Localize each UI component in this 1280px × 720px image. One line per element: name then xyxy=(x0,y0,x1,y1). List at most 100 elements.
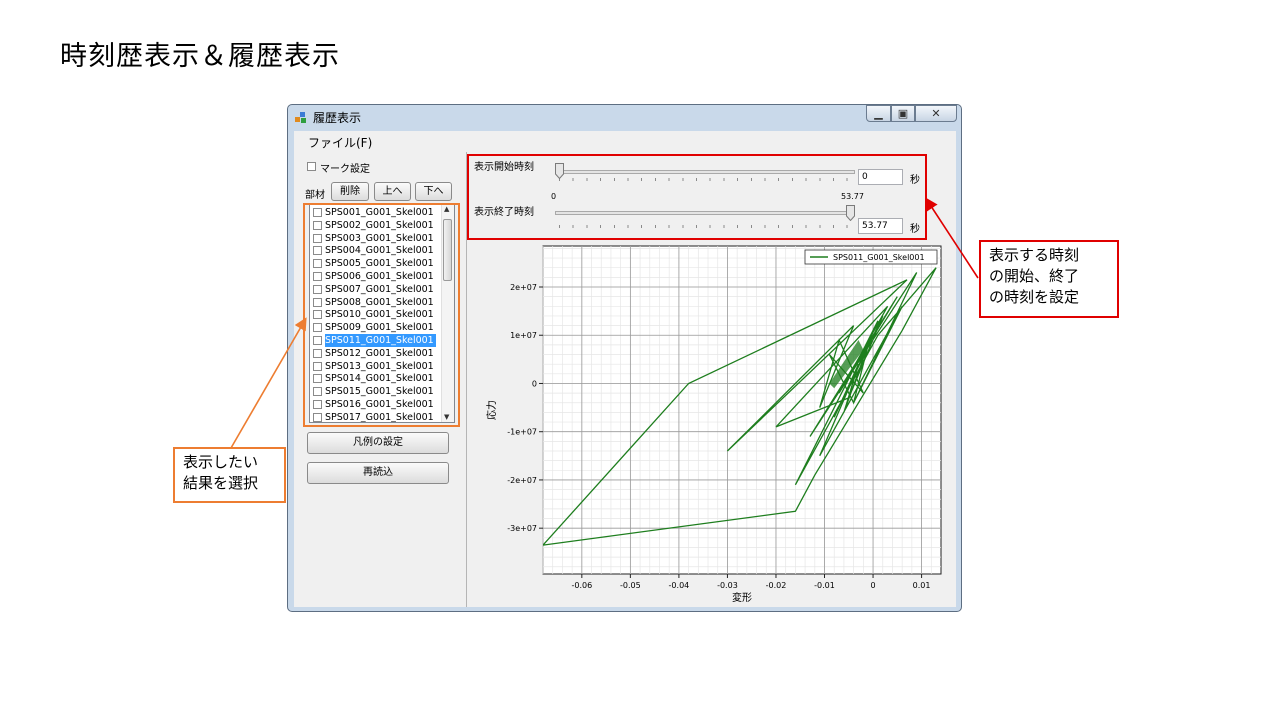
list-item-checkbox[interactable] xyxy=(313,259,322,269)
list-item[interactable]: SPS002_G001_Skel001 xyxy=(311,219,443,232)
time-callout-line-2: の開始、終了 xyxy=(989,267,1080,285)
scroll-up-icon[interactable]: ▲ xyxy=(444,205,450,213)
close-icon: ✕ xyxy=(931,107,941,120)
list-item[interactable]: SPS008_G001_Skel001 xyxy=(311,296,443,309)
list-item-checkbox[interactable] xyxy=(313,400,322,409)
list-item[interactable]: SPS012_G001_Skel001 xyxy=(311,347,443,360)
series-line xyxy=(543,267,937,546)
x-tick-label: 0 xyxy=(871,581,876,590)
x-tick-label: -0.04 xyxy=(669,581,690,590)
list-item-label: SPS002_G001_Skel001 xyxy=(325,219,434,231)
list-item-checkbox[interactable] xyxy=(313,310,322,320)
scroll-thumb[interactable] xyxy=(443,219,452,281)
maximize-icon: ▣ xyxy=(897,107,909,120)
list-item-checkbox[interactable] xyxy=(313,272,322,281)
list-item[interactable]: SPS004_G001_Skel001 xyxy=(311,244,443,257)
list-item-label: SPS011_G001_Skel001 xyxy=(325,334,436,347)
list-item[interactable]: SPS017_G001_Skel001 xyxy=(311,411,443,423)
list-item[interactable]: SPS011_G001_Skel001 xyxy=(311,334,443,347)
list-item-label: SPS006_G001_Skel001 xyxy=(325,271,434,282)
end-time-label: 表示終了時刻 xyxy=(474,207,534,218)
scroll-down-icon[interactable]: ▼ xyxy=(444,413,450,421)
x-tick-label: -0.03 xyxy=(717,581,738,590)
select-callout-line-1: 表示したい xyxy=(183,453,259,471)
move-down-button[interactable]: 下へ xyxy=(415,182,452,201)
list-item-checkbox[interactable] xyxy=(313,208,322,217)
minimize-button[interactable]: ▁ xyxy=(866,105,891,122)
list-item-checkbox[interactable] xyxy=(313,374,322,384)
start-time-ticks xyxy=(559,178,855,181)
minimize-icon: ▁ xyxy=(874,107,883,120)
client-area: マーク設定 部材 削除 上へ 下へ SPS001_G001_Skel001 SPS… xyxy=(294,152,956,607)
member-label: 部材 xyxy=(305,190,325,201)
list-item-checkbox[interactable] xyxy=(313,297,322,307)
list-item-checkbox[interactable] xyxy=(313,387,322,397)
list-item-label: SPS013_G001_Skel001 xyxy=(325,360,434,372)
reload-button[interactable]: 再読込 xyxy=(307,462,449,484)
x-tick-label: -0.05 xyxy=(620,581,641,590)
end-time-unit: 秒 xyxy=(910,224,920,235)
end-time-input[interactable]: 53.77 xyxy=(858,218,903,234)
maximize-button[interactable]: ▣ xyxy=(891,105,915,122)
mark-setting-label: マーク設定 xyxy=(320,164,370,175)
right-panel: 表示開始時刻 0 秒 0 53.77 表示終了時刻 53.77 秒 -0.06-… xyxy=(466,152,957,607)
list-item[interactable]: SPS006_G001_Skel001 xyxy=(311,270,443,283)
move-up-button[interactable]: 上へ xyxy=(374,182,411,201)
list-item-label: SPS015_G001_Skel001 xyxy=(325,386,434,398)
time-callout: 表示する時刻 の開始、終了 の時刻を設定 xyxy=(979,240,1119,318)
list-item-checkbox[interactable] xyxy=(313,336,322,345)
range-min-label: 0 xyxy=(551,192,557,201)
list-item-label: SPS009_G001_Skel001 xyxy=(325,322,434,334)
time-callout-line-3: の時刻を設定 xyxy=(989,288,1080,306)
list-item-checkbox[interactable] xyxy=(313,233,322,243)
y-tick-label: -2e+07 xyxy=(507,476,537,485)
list-item[interactable]: SPS007_G001_Skel001 xyxy=(311,283,443,296)
list-item-label: SPS017_G001_Skel001 xyxy=(325,411,434,423)
legend-setting-button[interactable]: 凡例の設定 xyxy=(307,432,449,454)
end-time-thumb[interactable] xyxy=(846,205,855,221)
list-item-checkbox[interactable] xyxy=(313,361,322,371)
list-item[interactable]: SPS005_G001_Skel001 xyxy=(311,257,443,270)
app-icon xyxy=(295,112,307,123)
menu-file[interactable]: ファイル(F) xyxy=(308,136,373,150)
select-callout: 表示したい 結果を選択 xyxy=(173,447,286,503)
start-time-input[interactable]: 0 xyxy=(858,169,903,185)
list-item-checkbox[interactable] xyxy=(313,348,322,358)
start-time-thumb[interactable] xyxy=(555,163,564,179)
list-item-label: SPS007_G001_Skel001 xyxy=(325,283,434,295)
list-item[interactable]: SPS010_G001_Skel001 xyxy=(311,308,443,321)
list-scrollbar[interactable]: ▲ ▼ xyxy=(441,204,454,422)
list-item[interactable]: SPS003_G001_Skel001 xyxy=(311,232,443,245)
list-item-label: SPS003_G001_Skel001 xyxy=(325,232,434,244)
delete-button[interactable]: 削除 xyxy=(331,182,369,201)
select-callout-line-2: 結果を選択 xyxy=(183,474,259,492)
list-highlight xyxy=(303,203,460,427)
list-item-label: SPS014_G001_Skel001 xyxy=(325,373,434,385)
list-item-label: SPS004_G001_Skel001 xyxy=(325,245,434,257)
list-item[interactable]: SPS015_G001_Skel001 xyxy=(311,385,443,398)
close-button[interactable]: ✕ xyxy=(915,105,957,122)
list-item-checkbox[interactable] xyxy=(313,412,322,422)
member-list[interactable]: SPS001_G001_Skel001 SPS002_G001_Skel001 SP… xyxy=(309,203,455,423)
red-arrow xyxy=(925,197,979,279)
list-item-label: SPS016_G001_Skel001 xyxy=(325,399,434,410)
range-max-label: 53.77 xyxy=(841,192,864,201)
x-axis-label: 変形 xyxy=(732,591,752,604)
time-setting-highlight xyxy=(467,154,927,240)
mark-setting-checkbox[interactable] xyxy=(307,162,316,171)
y-axis-label: 応力 xyxy=(485,400,498,420)
x-tick-label: -0.01 xyxy=(814,581,835,590)
history-window: 履歴表示 ▁ ▣ ✕ ファイル(F) マーク設定 部材 削除 上へ 下へ SPS… xyxy=(287,104,962,612)
legend-box xyxy=(804,249,938,265)
list-item[interactable]: SPS009_G001_Skel001 xyxy=(311,321,443,334)
list-item[interactable]: SPS016_G001_Skel001 xyxy=(311,398,443,411)
list-item-checkbox[interactable] xyxy=(313,246,322,256)
list-item[interactable]: SPS013_G001_Skel001 xyxy=(311,360,443,373)
list-item-checkbox[interactable] xyxy=(313,323,322,333)
list-item-label: SPS012_G001_Skel001 xyxy=(325,347,434,359)
list-item[interactable]: SPS001_G001_Skel001 xyxy=(311,206,443,219)
list-item-checkbox[interactable] xyxy=(313,284,322,294)
list-item-checkbox[interactable] xyxy=(313,220,322,230)
list-item[interactable]: SPS014_G001_Skel001 xyxy=(311,372,443,385)
